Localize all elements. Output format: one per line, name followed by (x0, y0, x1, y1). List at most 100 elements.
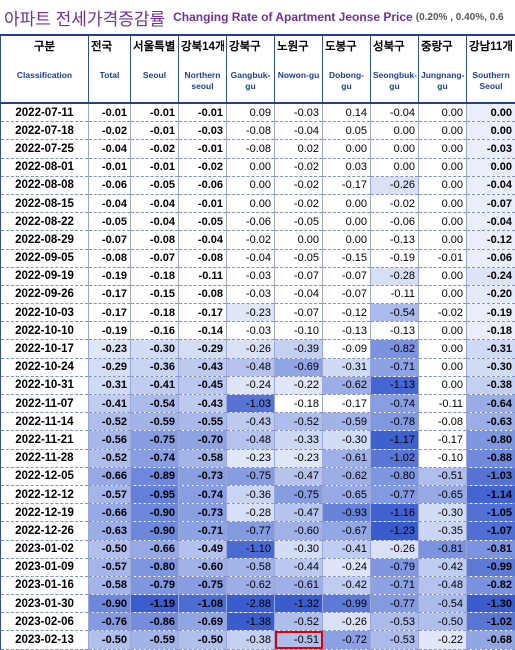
value-cell: -0.75 (275, 485, 323, 503)
date-cell: 2022-12-05 (1, 467, 89, 485)
value-cell: -0.77 (371, 485, 419, 503)
value-cell: -0.41 (131, 376, 179, 394)
data-row: 2022-11-14-0.52-0.59-0.55-0.43-0.52-0.59… (1, 413, 515, 431)
value-cell: -0.89 (131, 467, 179, 485)
value-cell: -0.02 (89, 122, 131, 140)
value-cell: -0.05 (275, 213, 323, 231)
value-cell: 0.00 (419, 322, 467, 340)
value-cell: -0.55 (179, 413, 227, 431)
value-cell: -0.29 (89, 358, 131, 376)
value-cell: -0.75 (227, 467, 275, 485)
value-cell: -1.10 (227, 540, 275, 558)
value-cell: -0.41 (89, 395, 131, 413)
date-cell: 2023-01-09 (1, 558, 89, 576)
value-cell: -0.06 (227, 213, 275, 231)
value-cell: -0.11 (371, 285, 419, 303)
value-cell: -0.43 (179, 358, 227, 376)
value-cell: 0.00 (371, 158, 419, 176)
header-english: Gangbuk-gu (229, 70, 272, 92)
value-cell: -1.16 (371, 504, 419, 522)
value-cell: -0.01 (131, 122, 179, 140)
value-cell: -0.29 (179, 340, 227, 358)
value-cell: -0.13 (323, 322, 371, 340)
data-row: 2022-10-31-0.31-0.41-0.45-0.24-0.22-0.62… (1, 376, 515, 394)
value-cell: -0.59 (323, 413, 371, 431)
value-cell: -0.53 (371, 631, 419, 649)
header-korean: 강북구 (229, 36, 272, 70)
value-cell: -0.47 (275, 467, 323, 485)
header-korean: 서울특별 (133, 36, 176, 70)
value-cell: -0.90 (131, 504, 179, 522)
value-cell: -0.65 (323, 485, 371, 503)
date-cell: 2023-01-16 (1, 576, 89, 594)
value-cell: -0.20 (467, 285, 515, 303)
date-cell: 2022-09-19 (1, 267, 89, 285)
value-cell: 0.00 (419, 158, 467, 176)
value-cell: -0.15 (323, 249, 371, 267)
value-cell: -0.99 (323, 595, 371, 613)
header-korean: 중랑구 (421, 36, 464, 70)
value-cell: -0.03 (227, 285, 275, 303)
value-cell: -0.30 (275, 540, 323, 558)
value-cell: -1.07 (467, 522, 515, 540)
value-cell: -0.05 (89, 213, 131, 231)
date-cell: 2022-12-26 (1, 522, 89, 540)
value-cell: -0.04 (467, 176, 515, 194)
value-cell: -0.63 (467, 413, 515, 431)
date-cell: 2022-08-08 (1, 176, 89, 194)
value-cell: -0.04 (89, 194, 131, 212)
value-cell: 0.00 (419, 194, 467, 212)
value-cell: 0.00 (419, 140, 467, 158)
value-cell: 0.00 (419, 103, 467, 122)
header-english: Classification (3, 70, 86, 81)
value-cell: -0.43 (227, 413, 275, 431)
value-cell: -0.62 (323, 376, 371, 394)
value-cell: -0.03 (227, 322, 275, 340)
value-cell: -0.07 (275, 267, 323, 285)
value-cell: -0.65 (419, 485, 467, 503)
value-cell: -0.05 (131, 176, 179, 194)
value-cell: -0.61 (275, 576, 323, 594)
value-cell: -0.04 (179, 231, 227, 249)
value-cell: 0.00 (419, 267, 467, 285)
value-cell: -1.03 (227, 395, 275, 413)
value-cell: 0.00 (419, 285, 467, 303)
value-cell: 0.00 (227, 194, 275, 212)
date-cell: 2022-07-18 (1, 122, 89, 140)
value-cell: -0.80 (467, 431, 515, 449)
value-cell: -0.31 (467, 340, 515, 358)
value-cell: -0.60 (275, 522, 323, 540)
value-cell: -0.76 (89, 613, 131, 631)
value-cell: -0.28 (227, 504, 275, 522)
header-korean: 구분 (3, 36, 86, 70)
data-row: 2022-12-26-0.63-0.90-0.71-0.77-0.60-0.67… (1, 522, 515, 540)
value-cell: -0.02 (179, 158, 227, 176)
value-cell: 0.03 (323, 158, 371, 176)
value-cell: -0.54 (419, 595, 467, 613)
value-cell: -0.17 (323, 176, 371, 194)
value-cell: -0.60 (179, 558, 227, 576)
data-row: 2022-10-17-0.23-0.30-0.29-0.26-0.39-0.09… (1, 340, 515, 358)
value-cell: -0.18 (131, 267, 179, 285)
value-cell: -0.31 (323, 358, 371, 376)
value-cell: 0.00 (467, 103, 515, 122)
value-cell: -0.19 (371, 249, 419, 267)
value-cell: -0.62 (323, 467, 371, 485)
value-cell: -0.11 (419, 395, 467, 413)
value-cell: -0.30 (323, 431, 371, 449)
value-cell: -0.54 (371, 304, 419, 322)
value-cell: -0.95 (131, 485, 179, 503)
data-row: 2022-09-26-0.17-0.15-0.08-0.03-0.04-0.07… (1, 285, 515, 303)
value-cell: -0.01 (89, 103, 131, 122)
value-cell: -0.04 (227, 249, 275, 267)
value-cell: -0.43 (179, 395, 227, 413)
date-cell: 2023-02-06 (1, 613, 89, 631)
value-cell: -0.07 (89, 231, 131, 249)
value-cell: -1.02 (371, 449, 419, 467)
